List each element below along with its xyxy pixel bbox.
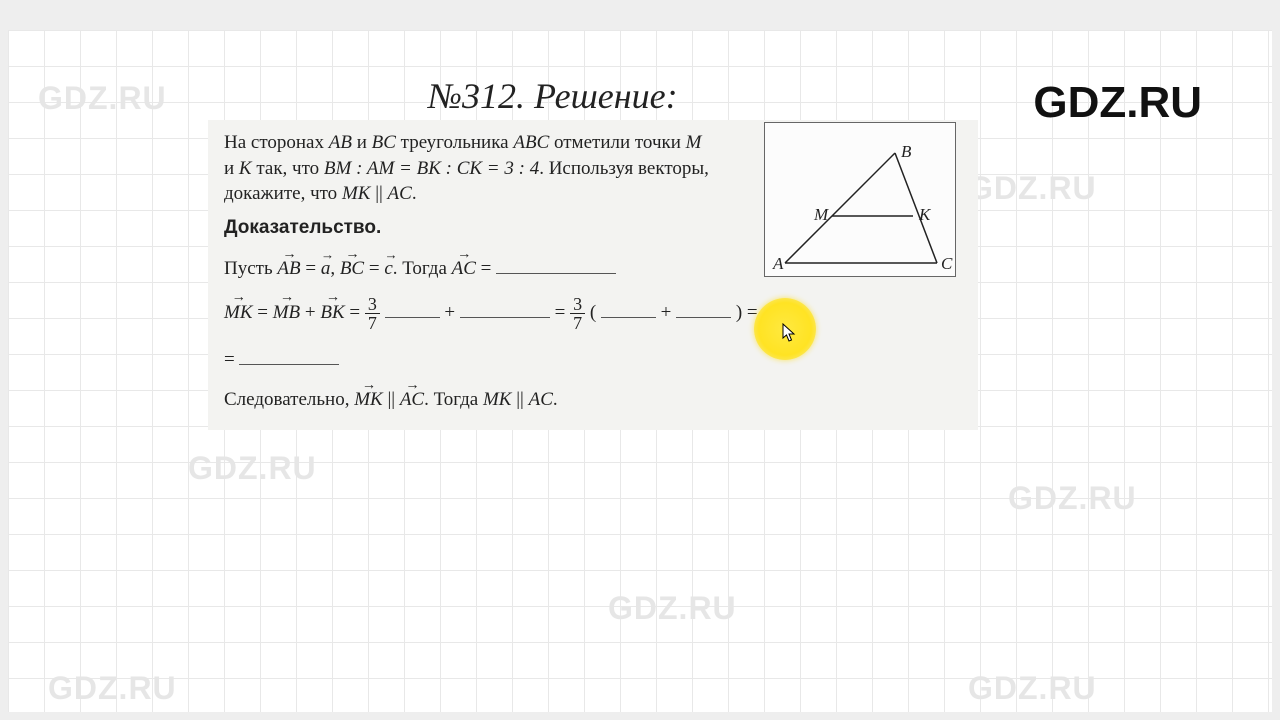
proof-line-4: Следовательно, MK || AC. Тогда MK || AC. [224, 387, 962, 413]
svg-text:C: C [941, 254, 953, 273]
svg-text:A: A [772, 254, 784, 273]
svg-text:M: M [813, 205, 829, 224]
blank-2 [385, 299, 440, 318]
svg-text:K: K [918, 205, 932, 224]
site-logo: GDZ.RU [1033, 78, 1202, 128]
blank-4 [601, 299, 656, 318]
triangle-figure: A B C M K [764, 122, 956, 277]
blank-5 [676, 299, 731, 318]
blank-3 [460, 299, 550, 318]
proof-line-2: MK = MB + BK = 37 + = 37 ( + ) = [224, 295, 962, 332]
blank-6 [239, 346, 339, 365]
svg-text:B: B [901, 142, 912, 161]
triangle-svg: A B C M K [765, 123, 957, 278]
blank-1 [496, 255, 616, 274]
proof-line-3: = [224, 346, 962, 373]
page: GDZ.RUGDZ.RUGDZ.RUGDZ.RUGDZ.RUGDZ.RUGDZ.… [8, 30, 1272, 712]
problem-title: №312. Решение: [428, 75, 678, 117]
